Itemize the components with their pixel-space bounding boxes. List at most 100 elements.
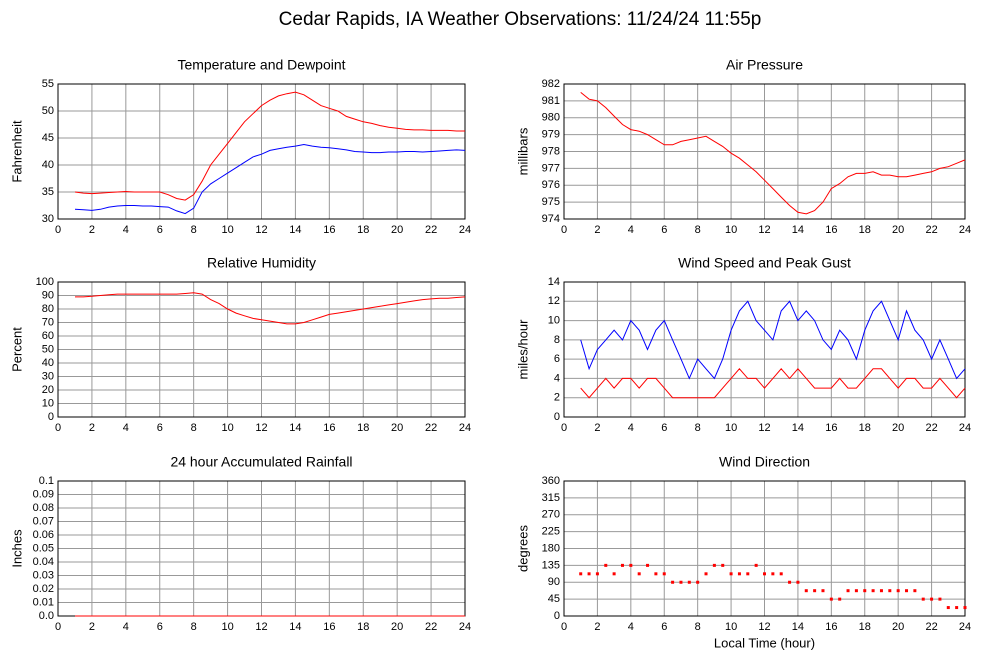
y-tick-label: 0.08 [33, 502, 54, 514]
data-point [629, 563, 633, 567]
data-point [704, 572, 708, 576]
x-tick-label: 10 [221, 621, 233, 633]
y-tick-label: 0.09 [33, 488, 54, 500]
x-tick-label: 18 [859, 224, 871, 236]
x-tick-label: 14 [792, 621, 804, 633]
data-point [654, 572, 658, 576]
data-point [687, 580, 691, 584]
x-tick-label: 24 [459, 621, 471, 633]
x-tick-label: 12 [758, 422, 770, 434]
x-tick-label: 20 [892, 224, 904, 236]
x-tick-label: 20 [391, 621, 403, 633]
y-tick-label: 40 [42, 357, 54, 369]
y-tick-label: 35 [42, 186, 54, 198]
x-tick-label: 0 [561, 422, 567, 434]
data-line [74, 143, 466, 215]
x-tick-label: 24 [959, 621, 971, 633]
y-tick-label: 977 [542, 162, 560, 174]
x-tick-label: 8 [695, 621, 701, 633]
x-tick-label: 10 [221, 422, 233, 434]
data-point [905, 589, 909, 593]
y-tick-label: 135 [542, 559, 560, 571]
data-point [779, 572, 783, 576]
chart: Wind Speed and Peak Gust miles/hour 0 24 6 8 1… [515, 255, 971, 434]
y-axis-label: miles/hour [515, 319, 530, 380]
x-tick-label: 6 [157, 621, 163, 633]
data-point [679, 580, 683, 584]
x-tick-label: 16 [323, 422, 335, 434]
chart-title: Wind Speed and Peak Gust [678, 255, 851, 271]
data-point [671, 580, 675, 584]
x-tick-label: 6 [661, 621, 667, 633]
data-point [729, 572, 733, 576]
chart: Air Pressure millibars 974 975 976 977 978 979 9… [515, 57, 971, 236]
y-tick-label: 315 [542, 492, 560, 504]
data-point [821, 589, 825, 593]
y-tick-label: 10 [42, 397, 54, 409]
y-axis-label: Percent [9, 327, 24, 372]
y-tick-label: 978 [542, 145, 560, 157]
chart: Temperature and DewpointFahrenheit303540… [9, 57, 471, 236]
data-point [579, 572, 583, 576]
x-tick-label: 4 [123, 422, 129, 434]
x-axis-label: Local Time (hour) [714, 635, 815, 650]
data-line [580, 300, 966, 380]
x-tick-label: 0 [55, 422, 61, 434]
data-point [804, 589, 808, 593]
y-tick-label: 0 [48, 411, 54, 423]
chart-title: Wind Direction [719, 454, 810, 470]
x-tick-label: 4 [628, 621, 634, 633]
x-tick-label: 2 [89, 621, 95, 633]
y-tick-label: 982 [542, 78, 560, 90]
x-tick-label: 8 [191, 621, 197, 633]
x-tick-label: 24 [959, 224, 971, 236]
page-title: Cedar Rapids, IA Weather Observations: 1… [279, 9, 762, 30]
data-point [888, 589, 892, 593]
y-axis-label: degrees [515, 525, 530, 572]
data-point [838, 597, 842, 601]
y-tick-label: 360 [542, 475, 560, 487]
data-point [662, 572, 666, 576]
data-point [788, 580, 792, 584]
x-tick-label: 22 [925, 422, 937, 434]
x-tick-label: 22 [425, 224, 437, 236]
x-tick-label: 18 [859, 621, 871, 633]
data-point [646, 563, 650, 567]
y-tick-label: 6 [554, 353, 560, 365]
x-tick-label: 16 [825, 422, 837, 434]
x-tick-label: 16 [825, 224, 837, 236]
y-tick-label: 0.02 [33, 583, 54, 595]
y-tick-label: 975 [542, 196, 560, 208]
data-point [637, 572, 641, 576]
y-tick-label: 50 [42, 343, 54, 355]
x-tick-label: 0 [55, 224, 61, 236]
chart: Wind Direction degrees Local Time (hour) 0 4… [515, 454, 971, 651]
x-tick-label: 12 [758, 224, 770, 236]
x-tick-label: 18 [859, 422, 871, 434]
y-tick-label: 30 [42, 370, 54, 382]
y-tick-label: 70 [42, 316, 54, 328]
y-tick-label: 80 [42, 303, 54, 315]
y-tick-label: 180 [542, 542, 560, 554]
data-point [871, 589, 875, 593]
chart-title: Relative Humidity [207, 255, 316, 271]
y-tick-label: 0.07 [33, 515, 54, 527]
x-tick-label: 2 [89, 422, 95, 434]
x-tick-label: 4 [628, 224, 634, 236]
y-tick-label: 8 [554, 334, 560, 346]
y-tick-label: 12 [548, 295, 560, 307]
data-point [938, 597, 942, 601]
x-tick-label: 6 [661, 422, 667, 434]
y-tick-label: 0.1 [39, 475, 54, 487]
x-tick-label: 2 [594, 621, 600, 633]
y-tick-label: 974 [542, 213, 560, 225]
y-tick-label: 45 [548, 593, 560, 605]
x-tick-label: 24 [959, 422, 971, 434]
x-tick-label: 6 [661, 224, 667, 236]
x-tick-label: 12 [758, 621, 770, 633]
x-tick-label: 20 [391, 422, 403, 434]
x-tick-label: 2 [594, 224, 600, 236]
x-tick-label: 22 [925, 621, 937, 633]
data-point [612, 572, 616, 576]
